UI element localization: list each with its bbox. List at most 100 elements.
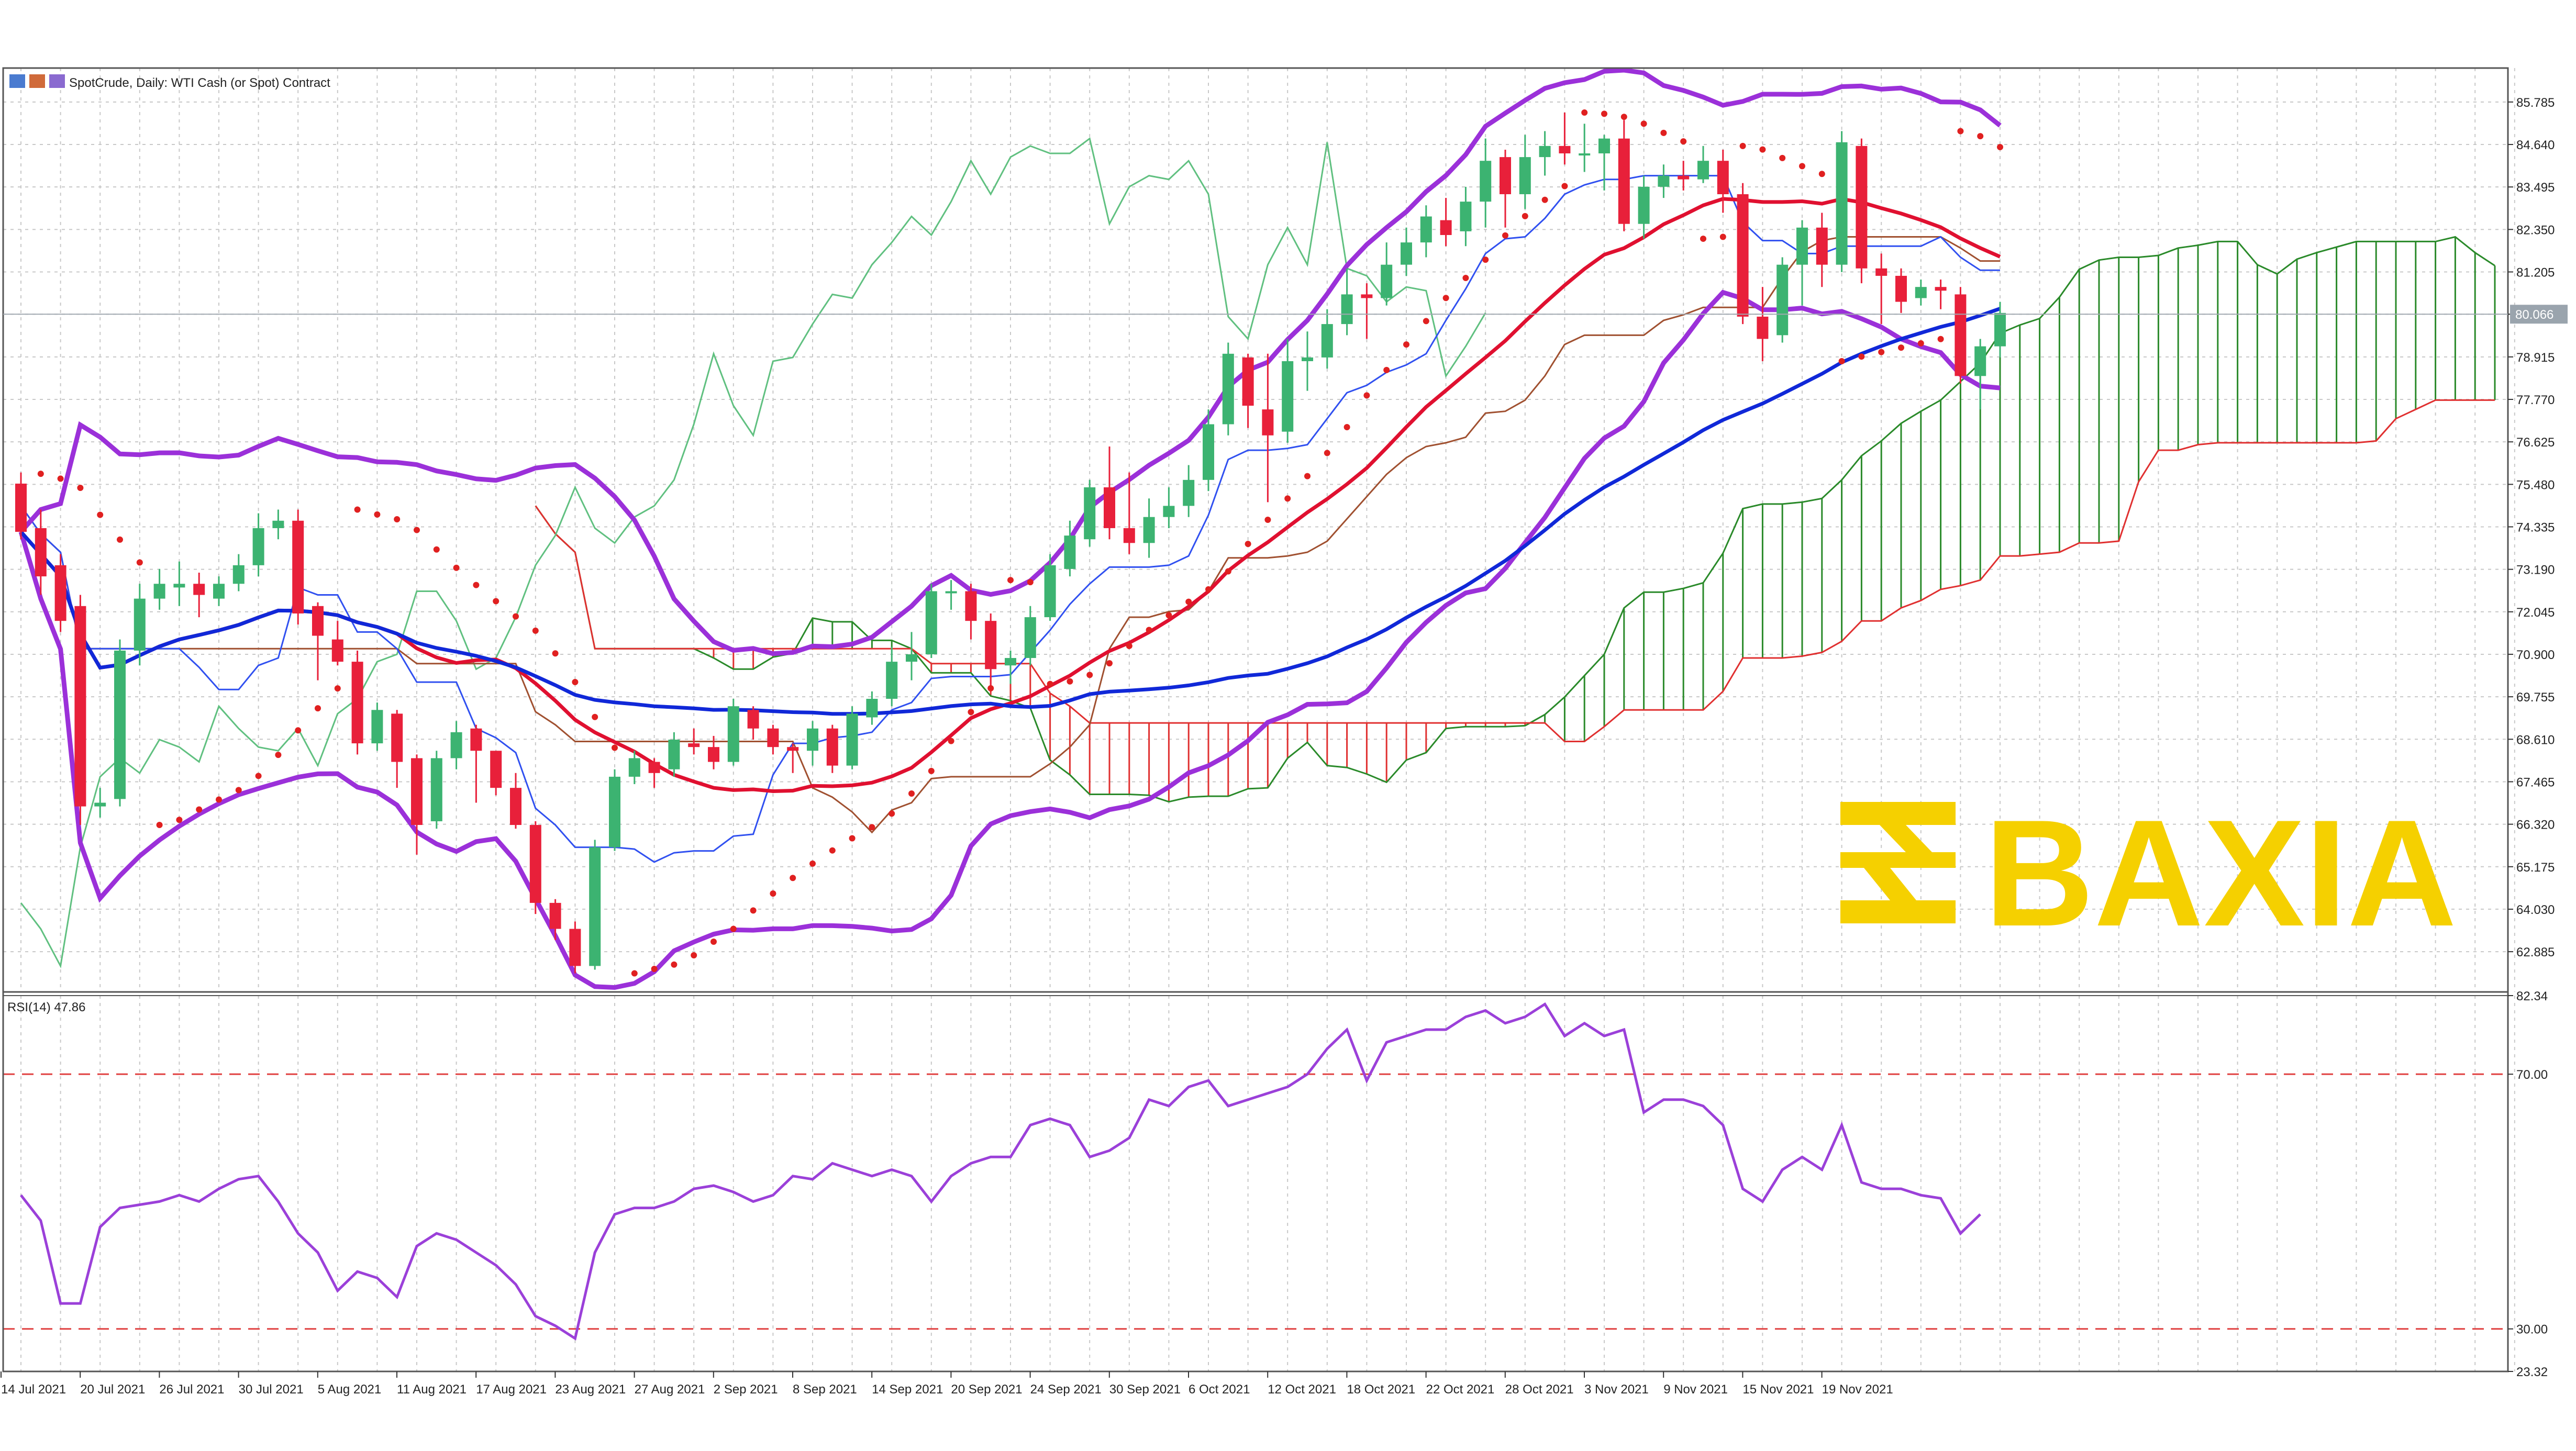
sar-dot (651, 966, 658, 973)
candle-body (371, 710, 383, 744)
sar-dot (1067, 678, 1073, 685)
chart-frame (2, 67, 2509, 1372)
sar-dot (354, 506, 361, 513)
sar-dot (1957, 128, 1964, 135)
candle-body (609, 776, 620, 847)
candlesticks (15, 113, 2006, 974)
sar-dot (770, 890, 776, 897)
candle-body (94, 802, 106, 807)
sar-dot (671, 961, 678, 968)
sar-dot (394, 516, 401, 523)
sar-dot (295, 727, 302, 734)
sar-dot (1383, 366, 1390, 373)
sar-dot (1047, 680, 1053, 687)
candle-body (1500, 157, 1511, 195)
sar-dot (156, 822, 163, 829)
price-tick-label: 83.495 (2516, 181, 2555, 195)
price-tick-label: 66.320 (2516, 818, 2555, 832)
candle-body (391, 713, 403, 762)
price-tick-label: 72.045 (2516, 606, 2555, 620)
candle-body (1638, 186, 1650, 224)
sar-dot (1363, 392, 1370, 399)
current-price-label: 80.066 (2515, 308, 2553, 322)
time-tick-label: 17 Aug 2021 (476, 1382, 547, 1397)
chart-list-icon[interactable] (29, 74, 45, 88)
sar-dot (908, 790, 915, 797)
indicator-lines (18, 68, 2002, 990)
candle-body (470, 728, 482, 751)
candle-body (668, 739, 680, 769)
sar-dot (1818, 171, 1825, 177)
time-tick-label: 22 Oct 2021 (1426, 1382, 1495, 1397)
candle-body (1974, 346, 1986, 376)
chart-title: SpotCrude, Daily: WTI Cash (or Spot) Con… (69, 76, 330, 90)
time-tick-label: 28 Oct 2021 (1505, 1382, 1574, 1397)
candle-body (1143, 517, 1155, 543)
candle-body (1717, 161, 1729, 195)
ichimoku-cloud (535, 236, 2496, 803)
chart-window-icon[interactable] (49, 74, 65, 88)
candle-body (549, 902, 561, 929)
candle-body (1955, 294, 1967, 376)
time-tick-label: 11 Aug 2021 (397, 1382, 467, 1397)
candle-body (1203, 424, 1214, 480)
price-tick-label: 67.465 (2516, 775, 2555, 789)
parabolic-sar (37, 109, 2003, 977)
candle-body (886, 662, 898, 699)
sar-dot (1205, 586, 1212, 593)
candle-body (787, 747, 799, 751)
sar-dot (453, 564, 460, 571)
price-tick-label: 85.785 (2516, 96, 2555, 110)
sar-dot (1185, 598, 1192, 605)
chart-menu-icon[interactable] (9, 74, 25, 88)
sar-dot (968, 709, 974, 716)
sar-dot (612, 744, 618, 751)
sar-dot (1027, 579, 1034, 586)
candle-body (1084, 487, 1096, 540)
sar-dot (730, 925, 737, 932)
price-tick-label: 81.205 (2516, 266, 2555, 280)
candle-body (1816, 227, 1828, 265)
price-tick-label: 74.335 (2516, 520, 2555, 534)
sar-dot (1264, 516, 1271, 523)
sar-dot (1700, 236, 1706, 242)
candle-body (965, 591, 977, 621)
sar-dot (1779, 154, 1786, 161)
sar-dot (57, 475, 64, 482)
candle-body (1480, 161, 1492, 202)
candle-body (648, 762, 660, 773)
candle-body (1915, 287, 1927, 298)
candle-body (1044, 565, 1056, 618)
candle-body (1776, 264, 1789, 336)
sar-dot (1759, 146, 1766, 153)
candle-body (708, 747, 719, 762)
chart-header: SpotCrude, Daily: WTI Cash (or Spot) Con… (7, 74, 330, 1014)
ma50-line (19, 307, 2001, 716)
sar-dot (829, 847, 836, 854)
rsi-line (20, 1002, 1981, 1341)
candle-body (1519, 157, 1531, 195)
sar-dot (1561, 183, 1568, 189)
rsi-tick-label: 82.34 (2516, 989, 2548, 1003)
price-axis: 85.785 84.640 83.495 82.350 81.205 80.066 78.9… (3, 96, 2568, 1379)
candle-body (1678, 175, 1690, 180)
time-tick-label: 5 Aug 2021 (318, 1382, 381, 1397)
candle-body (1321, 324, 1333, 358)
sar-dot (1284, 495, 1291, 502)
sar-dot (1225, 568, 1231, 575)
time-tick-label: 9 Nov 2021 (1663, 1382, 1728, 1397)
candle-body (1420, 216, 1432, 243)
sar-dot (1838, 358, 1845, 364)
time-tick-label: 14 Sep 2021 (872, 1382, 943, 1397)
sar-dot (1165, 612, 1172, 619)
sar-dot (1086, 672, 1093, 678)
price-tick-label: 84.640 (2516, 138, 2555, 152)
candle-body (1658, 175, 1670, 187)
sar-dot (750, 907, 757, 914)
watermark-text: BAXIA (1984, 788, 2457, 958)
candle-body (153, 584, 165, 599)
price-tick-label: 73.190 (2516, 563, 2555, 577)
candle-body (1539, 146, 1551, 158)
sar-dot (1245, 541, 1251, 548)
